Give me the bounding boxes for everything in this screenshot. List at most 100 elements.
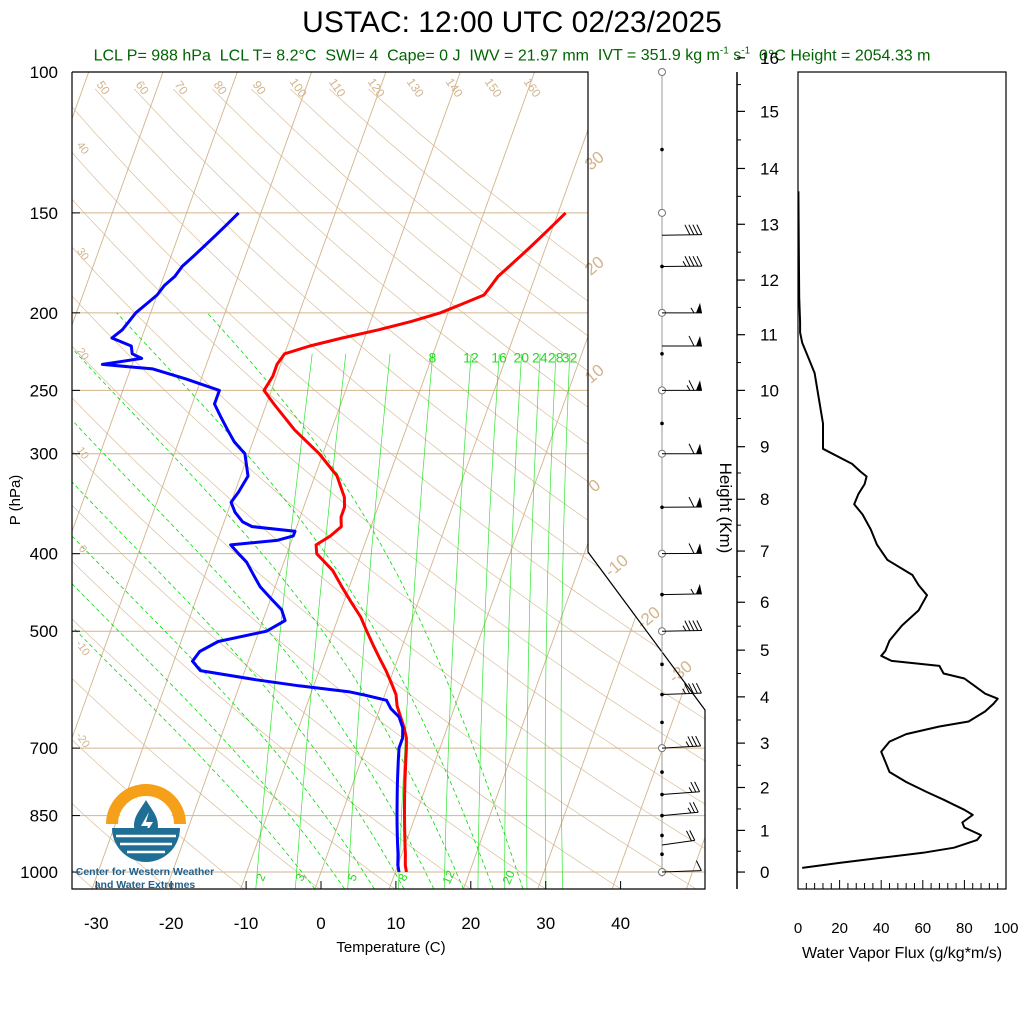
mixing-ratio-line <box>526 353 541 889</box>
flux-tick-label: 80 <box>956 920 973 937</box>
height-tick-label: 2 <box>760 778 769 797</box>
isotherm-label: 150 <box>482 75 505 100</box>
isotherm-line <box>240 72 535 889</box>
wind-barb-flag <box>696 335 702 346</box>
mixing-ratio-label: 20 <box>500 868 518 886</box>
mixing-ratio-label: 2 <box>253 871 269 883</box>
pressure-tick-label: 850 <box>30 807 58 826</box>
moist-adiabat-line <box>116 312 494 889</box>
wind-barb-full <box>692 683 698 694</box>
mixing-ratio-label: 3 <box>292 871 308 883</box>
height-tick-label: 16 <box>760 49 779 68</box>
isotherm-label: 100 <box>287 75 310 100</box>
mixing-ratio-label: 24 <box>532 349 548 365</box>
dry-adiabat-line <box>290 88 705 889</box>
dewpoint-profile <box>100 211 405 873</box>
dry-adiabat-line <box>72 88 320 889</box>
wind-barb-full <box>695 682 702 694</box>
skewt-frame <box>71 71 706 890</box>
dry-adiabat-line <box>251 88 705 889</box>
barb-level-dot <box>660 421 664 426</box>
freezing-level: 0°C Height = 2054.33 m <box>759 47 931 65</box>
pressure-tick-label: 250 <box>30 381 58 400</box>
water-drop-icon <box>106 784 186 862</box>
mixing-ratio-label: 8 <box>395 871 411 883</box>
pressure-tick-label: 100 <box>30 63 58 82</box>
flux-axis-label: Water Vapor Flux (g/kg*m/s) <box>802 945 1002 962</box>
wind-barb-half <box>687 807 692 814</box>
wind-barb <box>661 735 702 749</box>
moist-adiabat-line <box>72 441 405 889</box>
isotherm-label: 30 <box>74 246 91 263</box>
wind-barb <box>661 830 696 846</box>
wind-barb <box>661 801 699 817</box>
wind-barb-full <box>684 256 691 267</box>
barb-level-dot <box>660 147 664 152</box>
height-tick-label: 0 <box>760 863 769 882</box>
isotherm-label: 130 <box>404 75 427 100</box>
pressure-tick-label: 300 <box>30 445 58 464</box>
lcl-temperature: LCL T= 8.2°C <box>219 47 317 65</box>
barb-level-dot <box>660 720 664 725</box>
mixing-ratio-label: 8 <box>429 349 437 365</box>
barb-level-circle <box>658 68 666 76</box>
wind-barb-flag <box>695 497 702 508</box>
isotherm-label: 110 <box>326 76 349 100</box>
dry-adiabat-line <box>72 88 170 889</box>
mixing-ratio-line <box>560 353 571 889</box>
temperature-tick-label: -10 <box>234 914 259 933</box>
wind-barb-shaft <box>661 811 699 817</box>
wind-barb <box>661 781 701 796</box>
dry-adiabat-line <box>72 88 705 889</box>
barb-level-dot <box>660 662 664 667</box>
dry-adiabat-line <box>212 88 705 889</box>
isotherm-line <box>165 72 461 889</box>
mixing-ratio-label: 12 <box>463 349 479 365</box>
isotherm-line <box>314 72 610 889</box>
wind-barb-full <box>694 781 701 793</box>
wind-barb-full <box>688 380 695 391</box>
mixing-ratio-line <box>477 353 500 889</box>
height-tick-label: 6 <box>760 593 769 612</box>
mixing-ratio-label: 16 <box>491 349 507 365</box>
pressure-tick-label: 500 <box>30 622 58 641</box>
wind-barb-full <box>688 620 695 631</box>
flux-tick-label: 20 <box>831 920 848 937</box>
barb-level-dot <box>660 852 664 857</box>
dry-adiabat-line <box>368 88 705 889</box>
isotherm-label: 60 <box>133 78 152 97</box>
wind-barb-shaft <box>661 692 702 696</box>
height-tick-label: 13 <box>760 215 779 234</box>
height-tick-label: 3 <box>760 734 769 753</box>
height-tick-label: 12 <box>760 271 779 290</box>
wind-barb-full <box>688 496 695 508</box>
wind-barb <box>662 302 702 314</box>
wind-barb-full <box>684 620 691 631</box>
wind-barb-flag <box>696 380 702 391</box>
wind-barb-full <box>688 543 695 554</box>
dry-adiabat-line <box>72 88 705 889</box>
mixing-ratio-line <box>504 353 522 889</box>
wind-barb-full <box>689 802 696 813</box>
wind-barb-full <box>692 255 699 267</box>
wind-barb <box>661 583 702 596</box>
chart-title: USTAC: 12:00 UTC 02/23/2025 <box>302 6 722 39</box>
wind-barb-full <box>690 781 697 793</box>
isotherm-line <box>72 72 164 889</box>
temperature-tick-label: 20 <box>461 914 480 933</box>
flux-tick-label: 40 <box>873 920 890 937</box>
wind-barb-shaft <box>661 839 695 846</box>
isotherm-label: 10 <box>581 360 608 387</box>
isotherm-line <box>72 72 238 889</box>
iwv-value: IWV = 21.97 mm <box>469 47 589 65</box>
mixing-ratio-line <box>255 353 313 889</box>
isotherm-label: 20 <box>581 252 608 279</box>
mixing-ratio-label: 5 <box>345 871 361 883</box>
flux-plot-area <box>798 191 999 869</box>
height-tick-label: 11 <box>760 326 778 345</box>
skewt-profiles <box>100 211 567 873</box>
barb-level-circle <box>658 208 666 217</box>
height-axis-label: Height (Km) <box>716 463 735 554</box>
wind-barb-full <box>686 830 692 842</box>
